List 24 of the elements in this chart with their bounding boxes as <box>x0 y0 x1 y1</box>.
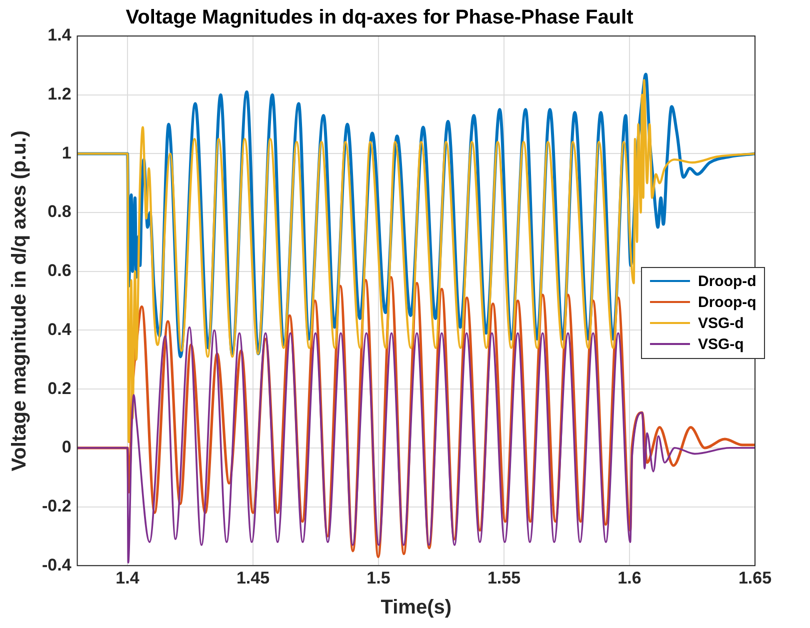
y-tick-label: 0.8 <box>48 202 72 222</box>
y-tick-label: 0.4 <box>48 320 72 339</box>
y-tick-label: 1.2 <box>48 84 72 104</box>
line-series <box>77 79 755 444</box>
x-tick-label: 1.4 <box>116 568 140 588</box>
chart-title: Voltage Magnitudes in dq-axes for Phase-Phase Fault <box>126 6 634 29</box>
legend-label: VSG-d <box>698 314 744 332</box>
x-tick-label: 1.65 <box>738 568 772 588</box>
y-axis-title: Voltage magnitude in d/q axes (p.u.) <box>8 130 31 472</box>
y-tick-label: 1.4 <box>48 26 72 45</box>
legend-label: Droop-d <box>698 272 756 290</box>
y-tick-label: 0.2 <box>48 378 72 398</box>
x-tick-label: 1.6 <box>618 568 642 588</box>
x-tick-label: 1.45 <box>236 568 270 588</box>
y-tick-label: 0 <box>62 438 72 457</box>
legend-label: VSG-q <box>698 336 744 353</box>
x-axis-title: Time(s) <box>380 596 452 619</box>
x-tick-label: 1.55 <box>487 568 521 588</box>
y-tick-label: 1 <box>62 143 72 162</box>
legend-label: Droop-q <box>698 294 756 311</box>
y-tick-label: -0.4 <box>42 555 72 574</box>
x-tick-label: 1.5 <box>366 568 390 588</box>
y-tick-label: 0.6 <box>48 261 72 280</box>
y-tick-label: -0.2 <box>42 496 72 516</box>
